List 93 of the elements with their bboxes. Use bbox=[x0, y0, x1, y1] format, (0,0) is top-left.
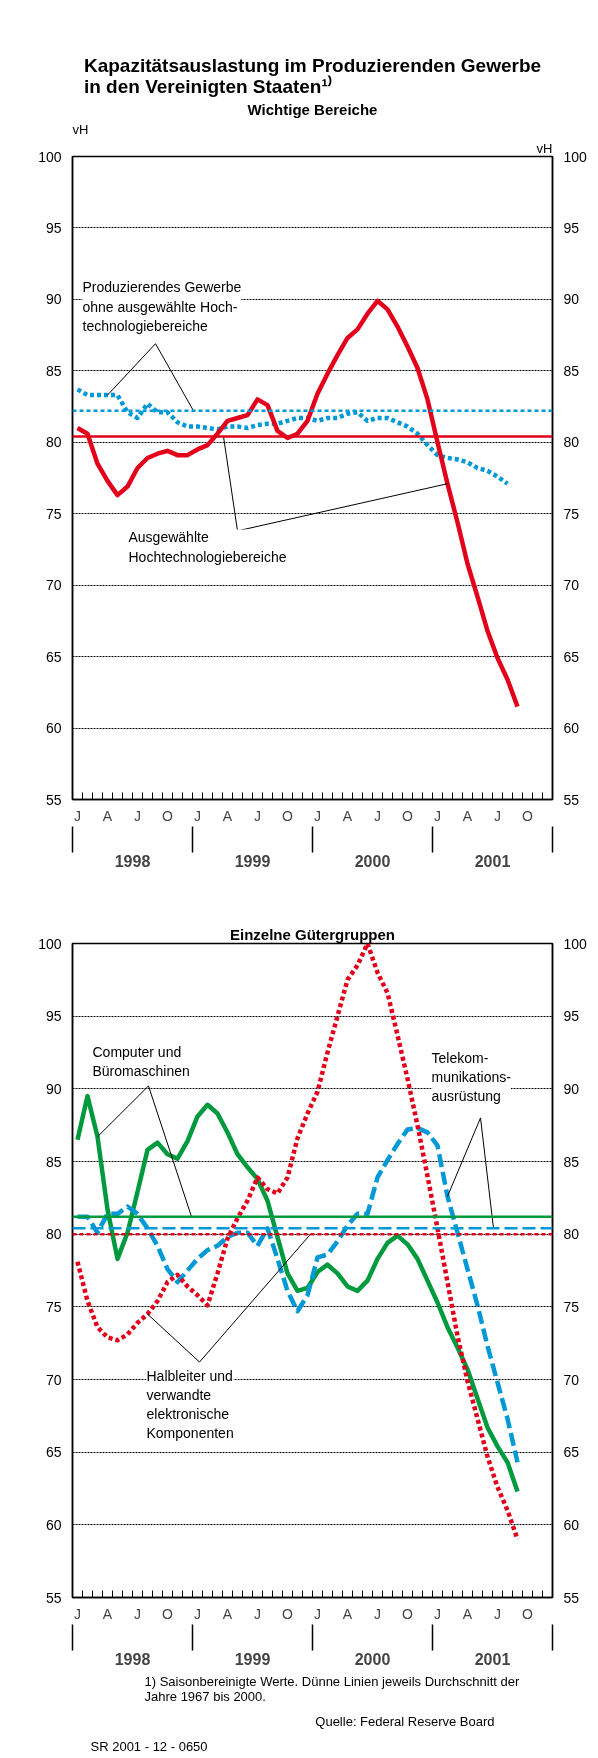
y2-tick-label: 90 bbox=[563, 1080, 580, 1097]
source-note: Quelle: Federal Reserve Board bbox=[315, 1713, 495, 1729]
y2-axis-title: vH bbox=[536, 140, 553, 156]
y-tick-label: 95 bbox=[45, 219, 62, 236]
y-tick-label: 85 bbox=[45, 362, 62, 379]
y-tick-label: 60 bbox=[45, 720, 62, 737]
text: Halbleiter und verwandte elektronische Komponenten bbox=[146, 1367, 234, 1442]
text: 1999 bbox=[234, 1650, 271, 1668]
y-tick-label: 65 bbox=[45, 1444, 62, 1461]
y-tick-label: 70 bbox=[45, 1371, 62, 1388]
text: 1) Saisonbereinigte Werte. Dünne Linien jeweils Durchschnitt der Jahre 1967 bis 2000. bbox=[144, 1673, 520, 1704]
text: 1999 bbox=[234, 852, 271, 870]
x-tick-label: O bbox=[522, 1605, 534, 1622]
y-tick-label: 100 bbox=[38, 935, 62, 952]
series-label: Telekom- munikations- ausrüstung bbox=[431, 1049, 512, 1104]
x-tick-label: O bbox=[522, 807, 534, 824]
x-tick-label: A bbox=[102, 807, 113, 824]
y-tick-label: 80 bbox=[45, 434, 62, 451]
y2-tick-label: 90 bbox=[563, 291, 580, 308]
chart-subtitle: Wichtige Bereiche bbox=[247, 100, 378, 118]
y2-tick-label: 95 bbox=[563, 1008, 580, 1025]
x-tick-label: O bbox=[402, 1605, 414, 1622]
x-tick-label: J bbox=[434, 1605, 441, 1622]
x-tick-label: O bbox=[402, 807, 414, 824]
y2-tick-label: 60 bbox=[563, 1516, 580, 1533]
x-tick-label: J bbox=[434, 807, 441, 824]
text: 2001 bbox=[474, 1650, 511, 1668]
y2-tick-label: 65 bbox=[563, 1444, 580, 1461]
x-tick-label: O bbox=[162, 807, 174, 824]
y2-tick-label: 70 bbox=[563, 1371, 580, 1388]
y2-tick-label: 55 bbox=[563, 791, 580, 808]
y-tick-label: 85 bbox=[45, 1153, 62, 1170]
y-tick-label: 100 bbox=[38, 148, 62, 165]
x-tick-label: J bbox=[74, 1605, 81, 1622]
x-tick-label: J bbox=[194, 807, 201, 824]
x-tick-label: J bbox=[254, 1605, 261, 1622]
y2-tick-label: 85 bbox=[563, 1153, 580, 1170]
y-tick-label: 90 bbox=[45, 1080, 62, 1097]
y-tick-label: 65 bbox=[45, 648, 62, 665]
x-tick-label: A bbox=[102, 1605, 113, 1622]
y-tick-label: 95 bbox=[45, 1008, 62, 1025]
x-tick-label: O bbox=[282, 1605, 294, 1622]
y-tick-label: 80 bbox=[45, 1226, 62, 1243]
y-tick-label: 70 bbox=[45, 577, 62, 594]
text: SR 2001 - 12 - 0650 bbox=[90, 1738, 208, 1754]
text: Produzierendes Gewerbe ohne ausgewählte Hoch- technologiebereiche bbox=[82, 279, 242, 334]
x-tick-label: J bbox=[314, 1605, 321, 1622]
y2-tick-label: 60 bbox=[563, 720, 580, 737]
x-tick-label: J bbox=[494, 807, 501, 824]
x-tick-label: A bbox=[342, 807, 353, 824]
x-tick-label: J bbox=[134, 1605, 141, 1622]
x-tick-label: J bbox=[134, 807, 141, 824]
text: 1998 bbox=[114, 852, 151, 870]
y2-tick-label: 70 bbox=[563, 577, 580, 594]
y2-tick-label: 75 bbox=[563, 505, 580, 522]
y2-tick-label: 100 bbox=[563, 935, 588, 952]
text: Ausgewählte Hochtechnologiebereiche bbox=[128, 529, 287, 565]
y2-tick-label: 95 bbox=[563, 219, 580, 236]
y2-tick-label: 80 bbox=[563, 434, 580, 451]
y2-tick-label: 80 bbox=[563, 1226, 580, 1243]
x-tick-label: O bbox=[162, 1605, 174, 1622]
y2-tick-label: 65 bbox=[563, 648, 580, 665]
chart-subtitle: Einzelne Gütergruppen bbox=[229, 925, 396, 943]
y-tick-label: 75 bbox=[45, 505, 62, 522]
x-tick-label: J bbox=[374, 1605, 381, 1622]
x-tick-label: J bbox=[254, 807, 261, 824]
y-axis-title: vH bbox=[72, 121, 89, 137]
x-tick-label: A bbox=[222, 807, 233, 824]
x-tick-label: A bbox=[462, 807, 473, 824]
y-tick-label: 55 bbox=[45, 1589, 62, 1606]
x-tick-label: O bbox=[282, 807, 294, 824]
x-tick-label: A bbox=[462, 1605, 473, 1622]
x-tick-label: J bbox=[314, 807, 321, 824]
y-tick-label: 90 bbox=[45, 291, 62, 308]
y2-tick-label: 100 bbox=[563, 148, 588, 165]
x-tick-label: J bbox=[374, 807, 381, 824]
series-label: Computer und Büromaschinen bbox=[92, 1043, 190, 1079]
y2-tick-label: 85 bbox=[563, 362, 580, 379]
x-tick-label: A bbox=[222, 1605, 233, 1622]
y-tick-label: 75 bbox=[45, 1298, 62, 1315]
chart-title: Kapazitätsauslastung im Produzierenden Gewerbe in den Vereinigten Staaten¹⁾ bbox=[83, 54, 542, 97]
y2-tick-label: 55 bbox=[563, 1589, 580, 1606]
y-tick-label: 60 bbox=[45, 1516, 62, 1533]
x-tick-label: J bbox=[194, 1605, 201, 1622]
y2-tick-label: 75 bbox=[563, 1298, 580, 1315]
text: 1998 bbox=[114, 1650, 151, 1668]
y-tick-label: 55 bbox=[45, 791, 62, 808]
x-tick-label: J bbox=[494, 1605, 501, 1622]
x-tick-label: A bbox=[342, 1605, 353, 1622]
x-tick-label: J bbox=[74, 807, 81, 824]
text: 2000 bbox=[354, 852, 391, 870]
text: 2001 bbox=[474, 852, 511, 870]
text: 2000 bbox=[354, 1650, 391, 1668]
